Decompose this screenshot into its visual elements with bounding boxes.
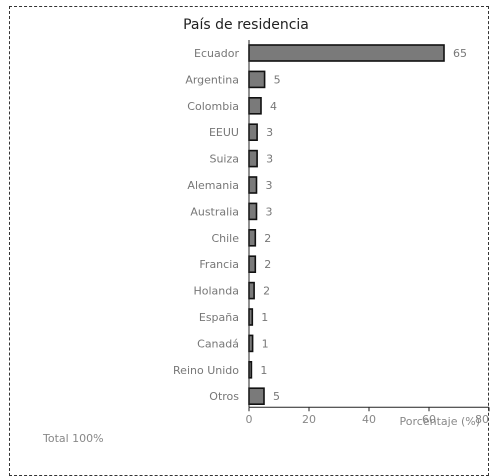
- bar-chile: [248, 229, 257, 247]
- value-label: 3: [266, 179, 273, 192]
- category-label: Holanda: [194, 285, 240, 298]
- chart-title: País de residencia: [183, 17, 309, 33]
- x-tick-label: 40: [362, 413, 376, 426]
- category-label: Otros: [209, 390, 239, 403]
- category-label: Chile: [211, 232, 239, 245]
- value-label: 3: [266, 126, 273, 139]
- value-label: 1: [262, 337, 269, 350]
- bar-alemania: [248, 176, 258, 194]
- value-label: 1: [261, 311, 268, 324]
- category-labels-group: Ecuador Argentina Colombia EEUU Suiza Alemani…: [173, 47, 239, 403]
- bar-canadá: [248, 334, 254, 353]
- bar-eeuu: [248, 123, 258, 141]
- bars-group: [248, 44, 445, 406]
- value-label: 2: [264, 232, 271, 245]
- category-label: EEUU: [209, 126, 239, 139]
- category-label: Colombia: [187, 100, 239, 113]
- x-axis-title: Porcentaje (%): [400, 415, 480, 428]
- x-axis: 0 20 40 60 80: [246, 40, 490, 426]
- category-label: Alemania: [187, 179, 239, 192]
- bar-ecuador: [248, 44, 445, 62]
- bar-otros: [248, 387, 265, 406]
- category-label: Australia: [190, 205, 239, 218]
- total-footnote: Total 100%: [42, 432, 104, 445]
- value-label: 3: [266, 205, 273, 218]
- bar-francia: [248, 255, 257, 274]
- category-label: España: [199, 311, 239, 324]
- category-label: Reino Unido: [173, 364, 239, 377]
- x-tick-label: 60: [422, 413, 436, 426]
- value-label: 5: [274, 73, 281, 86]
- category-label: Argentina: [185, 73, 239, 86]
- x-tick-label: 0: [246, 413, 253, 426]
- category-label: Ecuador: [194, 47, 239, 60]
- category-label: Francia: [199, 258, 239, 271]
- category-label: Canadá: [197, 337, 239, 350]
- value-label: 2: [264, 258, 271, 271]
- value-label: 2: [263, 285, 270, 298]
- bar-holanda: [248, 281, 255, 300]
- bar-australia: [248, 202, 258, 221]
- bar-suiza: [248, 149, 258, 168]
- value-label: 3: [266, 153, 273, 166]
- bar-argentina: [248, 70, 266, 89]
- value-label: 4: [270, 100, 277, 113]
- bar-colombia: [248, 97, 262, 115]
- value-label: 5: [273, 390, 280, 403]
- value-label: 1: [260, 364, 267, 377]
- value-label: 65: [453, 47, 467, 60]
- category-label: Suiza: [209, 153, 239, 166]
- x-tick-label: 20: [302, 413, 316, 426]
- x-tick-label: 80: [475, 413, 489, 426]
